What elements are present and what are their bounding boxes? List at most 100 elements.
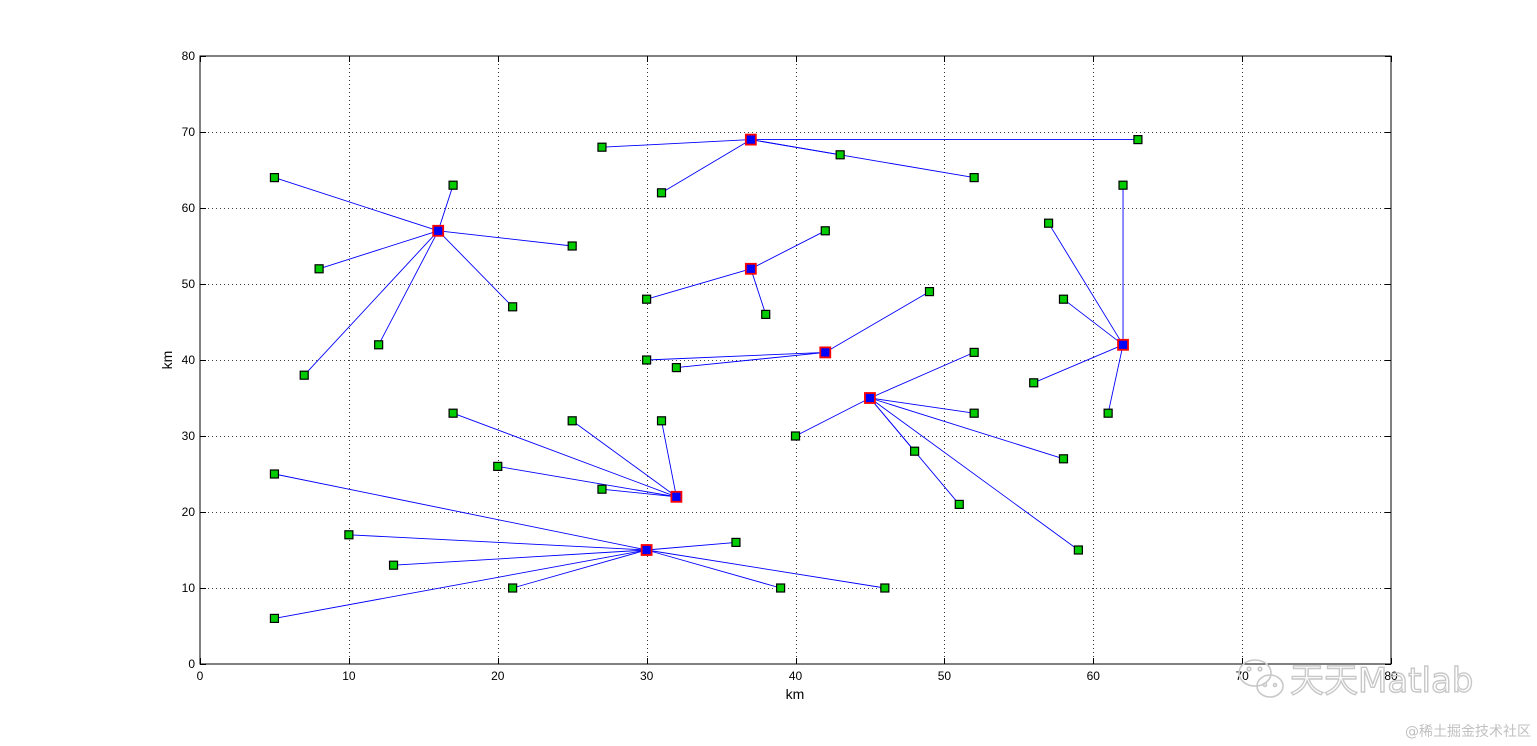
connection-line [438,230,573,247]
center-node [1117,338,1129,351]
member-node [656,188,667,198]
center-node [744,133,757,146]
center-node [670,490,683,503]
member-node [269,469,280,479]
connection-line [378,230,439,346]
member-node [597,142,607,152]
member-node [448,180,458,190]
member-node [1118,180,1128,190]
connection-line [646,541,736,551]
connection-line [646,549,885,589]
member-node [388,560,399,570]
member-node [776,583,786,593]
member-node [731,537,741,548]
connection-line [437,185,454,231]
connection-line [750,139,975,179]
watermark-credit: @稀土掘金技术社区 [1405,724,1531,740]
nodes [269,133,1143,624]
connection-line [601,139,751,148]
connection-line [1048,222,1124,346]
connection-line [750,268,767,315]
connection-line [303,230,439,376]
member-node [1133,135,1143,145]
member-node [1043,218,1054,228]
member-node [642,294,652,304]
x-tick-label: 10 [342,669,356,683]
connection-line [601,488,677,498]
member-node [969,408,979,418]
member-node [508,583,518,593]
x-tick-label: 50 [938,669,952,683]
connection-line [348,534,647,551]
member-node [1073,545,1083,555]
watermark: 天天Matlab @稀土掘金技术社区 [1238,659,1531,740]
connection-line [497,465,677,498]
connection-line [869,397,975,414]
x-axis-title: km [786,686,805,702]
center-node [819,346,832,359]
member-node [969,347,979,357]
y-tick-label: 20 [182,505,196,519]
member-node [671,363,682,373]
connection-line [274,473,647,551]
member-node [1058,294,1069,304]
x-tick-label: 30 [640,669,654,683]
member-node [269,173,280,183]
connection-lines [274,139,1138,619]
x-tick-label: 40 [789,669,803,683]
connection-line [274,177,439,232]
connection-line [452,412,677,498]
connection-line [571,420,677,498]
member-node [790,431,801,441]
member-node [314,264,324,274]
connection-line [646,351,826,361]
member-node [954,499,964,509]
connection-line [869,397,1079,551]
connection-line [661,139,752,194]
member-node [299,370,309,380]
connection-line [676,351,826,369]
y-tick-label: 70 [182,125,196,139]
connection-line [750,230,826,270]
connection-line [795,397,871,437]
connection-line [1107,344,1124,414]
member-node [820,226,830,236]
y-tick-label: 50 [182,277,196,291]
member-node [909,446,920,456]
member-node [269,613,280,624]
member-node [567,241,577,251]
connection-line [869,351,975,399]
plot-area [200,56,1391,664]
center-node [744,262,757,275]
member-node [761,309,771,319]
member-node [493,461,503,471]
connection-line [646,268,751,300]
member-node [1103,408,1113,418]
connection-line [437,230,513,308]
wechat-icon [1238,659,1284,698]
connection-line [869,397,1064,460]
plot-frame [199,55,1392,665]
connection-line [1033,344,1124,384]
watermark-title: 天天Matlab [1290,661,1473,701]
center-node [864,392,876,404]
member-node [880,583,890,593]
y-axis-title: km [159,351,175,370]
member-node [597,484,607,494]
member-node [642,355,652,365]
x-tick-label: 0 [197,669,204,683]
member-node [656,416,667,426]
x-tick-label: 80 [1384,669,1398,683]
connection-line [646,549,781,589]
member-node [567,416,577,426]
y-tick-label: 60 [182,201,196,215]
connection-line [274,549,647,619]
member-node [448,408,458,418]
member-node [344,530,354,540]
y-tick-label: 80 [182,49,196,63]
connection-line [393,549,647,566]
y-tick-label: 40 [182,353,196,367]
member-node [508,302,518,312]
